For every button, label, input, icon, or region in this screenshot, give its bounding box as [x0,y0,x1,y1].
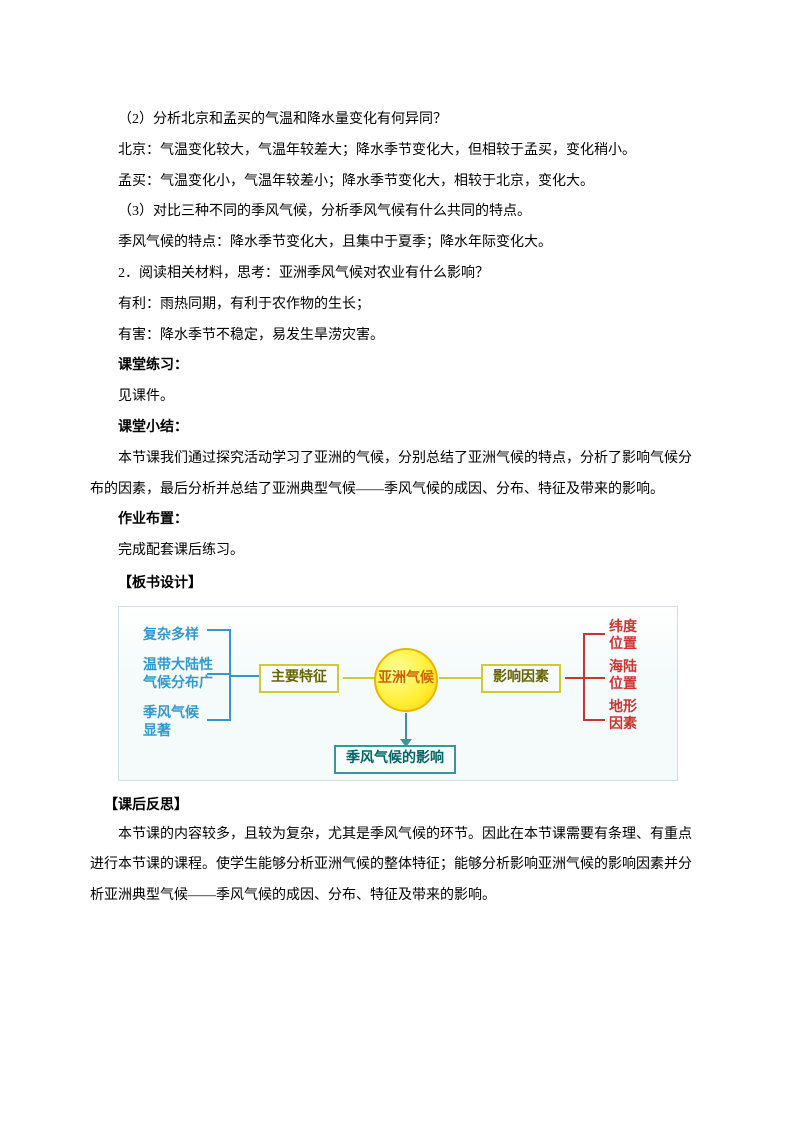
heading-summary: 课堂小结： [90,413,704,444]
diagram-line [343,677,375,679]
paragraph: （2）分析北京和孟买的气温和降水量变化有何异同？ [90,105,704,136]
diagram-line [583,719,605,721]
document-content: （2）分析北京和孟买的气温和降水量变化有何异同？ 北京：气温变化较大，气温年较差… [90,105,704,912]
paragraph: 本节课的内容较多，且较为复杂，尤其是季风气候的环节。因此在本节课需要有条理、有重… [90,820,704,912]
diagram-left-item: 复杂多样 [143,621,199,652]
diagram-left-item: 季风气候 显著 [143,705,199,741]
paragraph: 有害：降水季节不稳定，易发生旱涝灾害。 [90,321,704,352]
diagram-left-item: 温带大陆性 气候分布广 [143,657,213,693]
paragraph: 2．阅读相关材料，思考：亚洲季风气候对农业有什么影响？ [90,259,704,290]
paragraph: 有利：雨热同期，有利于农作物的生长； [90,290,704,321]
heading-practice: 课堂练习： [90,351,704,382]
diagram-line [565,677,583,679]
heading-board-design: 【板书设计】 [90,567,704,598]
diagram-right-item: 地形 因素 [609,699,637,734]
heading-homework: 作业布置： [90,505,704,536]
paragraph: 本节课我们通过探究活动学习了亚洲的气候，分别总结了亚洲气候的特点，分析了影响气候… [90,444,704,506]
heading-reflection: 【课后反思】 [90,789,704,820]
paragraph: 孟买：气温变化小，气温年较差小；降水季节变化大，相较于北京，变化大。 [90,167,704,198]
concept-map-diagram: 复杂多样 温带大陆性 气候分布广 季风气候 显著 主要特征 亚洲气候 影响因素 … [118,606,678,781]
diagram-influence-factor: 影响因素 [481,664,561,693]
diagram-line [439,677,481,679]
diagram-main-feature: 主要特征 [259,664,339,693]
paragraph: 完成配套课后练习。 [90,536,704,567]
paragraph: 季风气候的特点：降水季节变化大，且集中于夏季；降水年际变化大。 [90,228,704,259]
diagram-line [583,633,605,635]
paragraph: （3）对比三种不同的季风气候，分析季风气候有什么共同的特点。 [90,197,704,228]
paragraph: 见课件。 [90,382,704,413]
diagram-line [207,629,229,631]
diagram-monsoon-influence: 季风气候的影响 [334,745,456,774]
diagram-right-item: 纬度 位置 [609,619,637,654]
diagram-line [207,719,229,721]
diagram-line [229,675,259,677]
paragraph: 北京：气温变化较大，气温年较差大；降水季节变化大，但相较于孟买，变化稍小。 [90,136,704,167]
diagram-right-item: 海陆 位置 [609,659,637,694]
diagram-center-node: 亚洲气候 [374,648,438,712]
diagram-line [583,677,605,679]
